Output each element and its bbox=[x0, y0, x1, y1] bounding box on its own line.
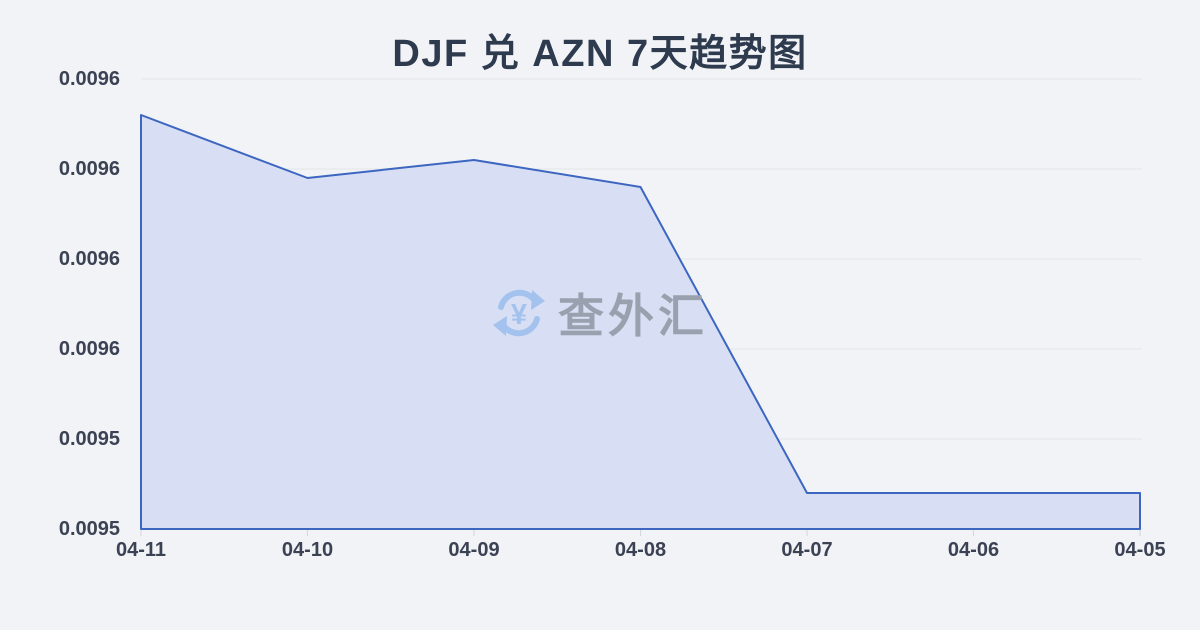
svg-text:¥: ¥ bbox=[511, 299, 527, 331]
trend-area bbox=[140, 114, 1141, 530]
chart-title: DJF 兑 AZN 7天趋势图 bbox=[392, 33, 808, 75]
watermark-text: 查外汇 bbox=[558, 290, 708, 342]
watermark: ¥ 查外汇 bbox=[492, 280, 708, 346]
currency-exchange-icon: ¥ bbox=[493, 289, 545, 337]
